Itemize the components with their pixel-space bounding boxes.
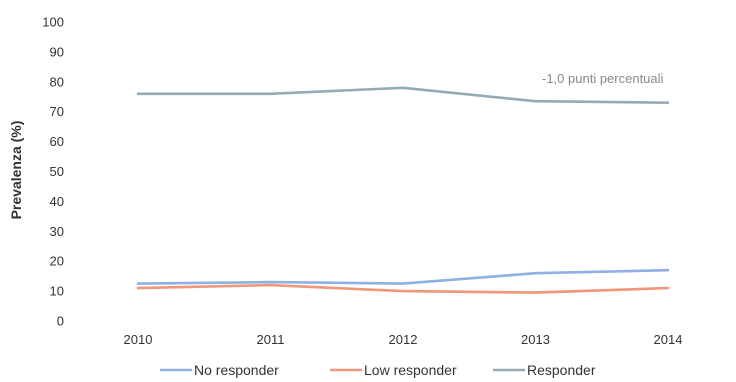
y-axis-title: Prevalenza (%) xyxy=(8,121,24,220)
series-line-low-responder xyxy=(136,283,670,294)
series-lines xyxy=(136,86,670,294)
y-tick-label: 100 xyxy=(42,15,64,30)
y-tick-label: 90 xyxy=(50,44,64,59)
y-tick-label: 50 xyxy=(50,164,64,179)
y-tick-label: 20 xyxy=(50,254,64,269)
y-axis: 0 10 20 30 40 50 60 70 80 90 100 xyxy=(42,15,64,329)
legend-label: No responder xyxy=(194,362,279,378)
annotation-text: -1,0 punti percentuali xyxy=(542,71,664,86)
legend: No responder Low responder Responder xyxy=(160,362,596,378)
y-tick-label: 60 xyxy=(50,134,64,149)
series-line-responder xyxy=(136,86,670,104)
x-tick-label: 2014 xyxy=(654,332,683,347)
x-tick-label: 2010 xyxy=(124,332,153,347)
x-tick-label: 2013 xyxy=(521,332,550,347)
x-tick-label: 2011 xyxy=(257,332,285,347)
legend-label: Responder xyxy=(527,362,596,378)
y-tick-label: 10 xyxy=(50,284,64,299)
x-tick-label: 2012 xyxy=(389,332,418,347)
x-axis: 2010 2011 2012 2013 2014 xyxy=(124,332,683,347)
series-line-no-responder xyxy=(136,268,670,285)
y-tick-label: 0 xyxy=(57,314,64,329)
y-tick-label: 70 xyxy=(50,104,64,119)
y-tick-label: 30 xyxy=(50,224,64,239)
y-tick-label: 40 xyxy=(50,194,64,209)
y-tick-label: 80 xyxy=(50,74,64,89)
legend-label: Low responder xyxy=(364,362,457,378)
